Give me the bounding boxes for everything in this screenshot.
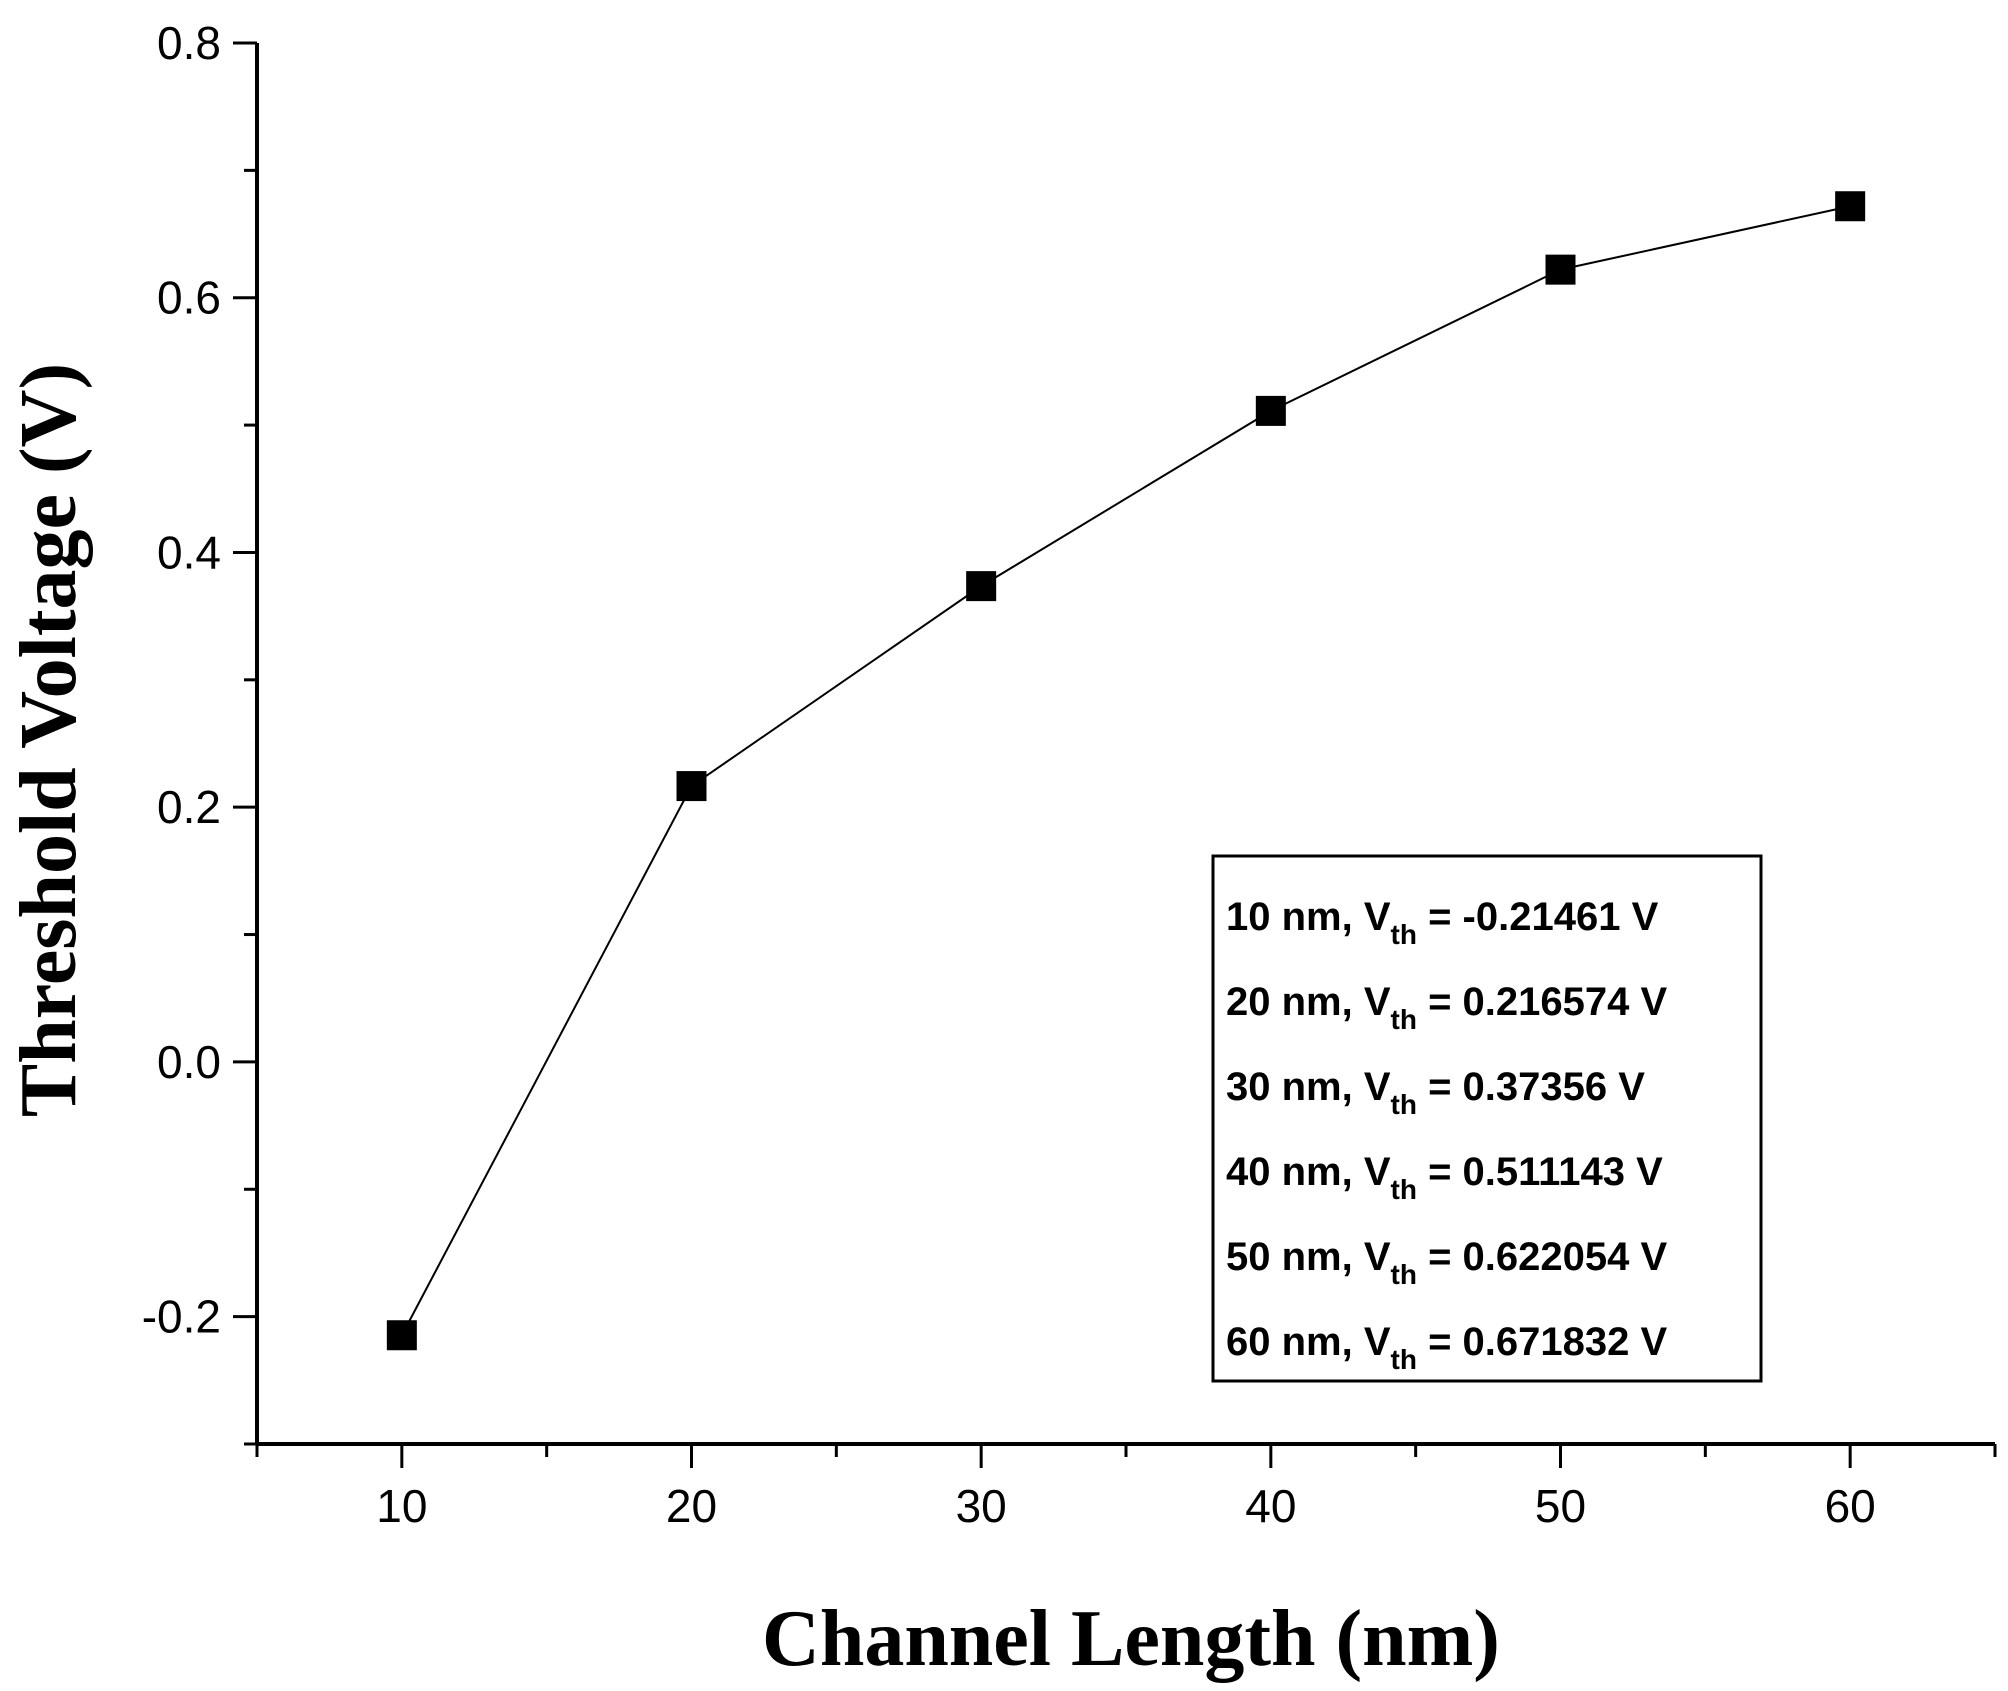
y-tick-label: 0.0	[157, 1036, 221, 1088]
annotation-line: 60 nm, Vth = 0.671832 V	[1226, 1320, 1667, 1375]
annotation-line: 10 nm, Vth = -0.21461 V	[1226, 895, 1659, 950]
y-tick-label: 0.8	[157, 17, 221, 69]
data-point-marker	[1835, 191, 1866, 222]
x-tick-label: 10	[376, 1480, 427, 1532]
y-tick-label: 0.6	[157, 272, 221, 324]
annotation-line: 50 nm, Vth = 0.622054 V	[1226, 1235, 1667, 1290]
data-point-marker	[1255, 395, 1286, 426]
data-point-marker	[386, 1320, 417, 1351]
x-tick-label: 60	[1825, 1480, 1876, 1532]
annotation-box: 10 nm, Vth = -0.21461 V 20 nm, Vth = 0.21…	[1211, 854, 1763, 1383]
data-point-marker	[676, 771, 707, 802]
y-tick-label: -0.2	[142, 1291, 221, 1343]
x-tick-label: 20	[666, 1480, 717, 1532]
annotation-box-frame	[1211, 854, 1763, 1383]
y-tick-label: 0.4	[157, 526, 221, 578]
data-point-marker	[966, 571, 997, 602]
x-tick-label: 50	[1535, 1480, 1586, 1532]
axes: -0.2 0.0 0.2 0.4 0.6 0.8 10 20 30 40 50 60	[142, 17, 1997, 1532]
x-axis-title: Channel Length (nm)	[762, 1595, 1500, 1683]
x-tick-label: 40	[1245, 1480, 1296, 1532]
annotation-line: 40 nm, Vth = 0.511143 V	[1226, 1150, 1663, 1205]
annotation-line: 20 nm, Vth = 0.216574 V	[1226, 980, 1667, 1035]
y-tick-label: 0.2	[157, 781, 221, 833]
y-axis-title: Threshold Voltage (V)	[5, 363, 93, 1117]
annotation-line: 30 nm, Vth = 0.37356 V	[1226, 1065, 1645, 1120]
series-line	[400, 205, 1851, 1336]
data-series	[386, 191, 1866, 1351]
x-tick-label: 30	[956, 1480, 1007, 1532]
data-point-marker	[1545, 254, 1576, 285]
